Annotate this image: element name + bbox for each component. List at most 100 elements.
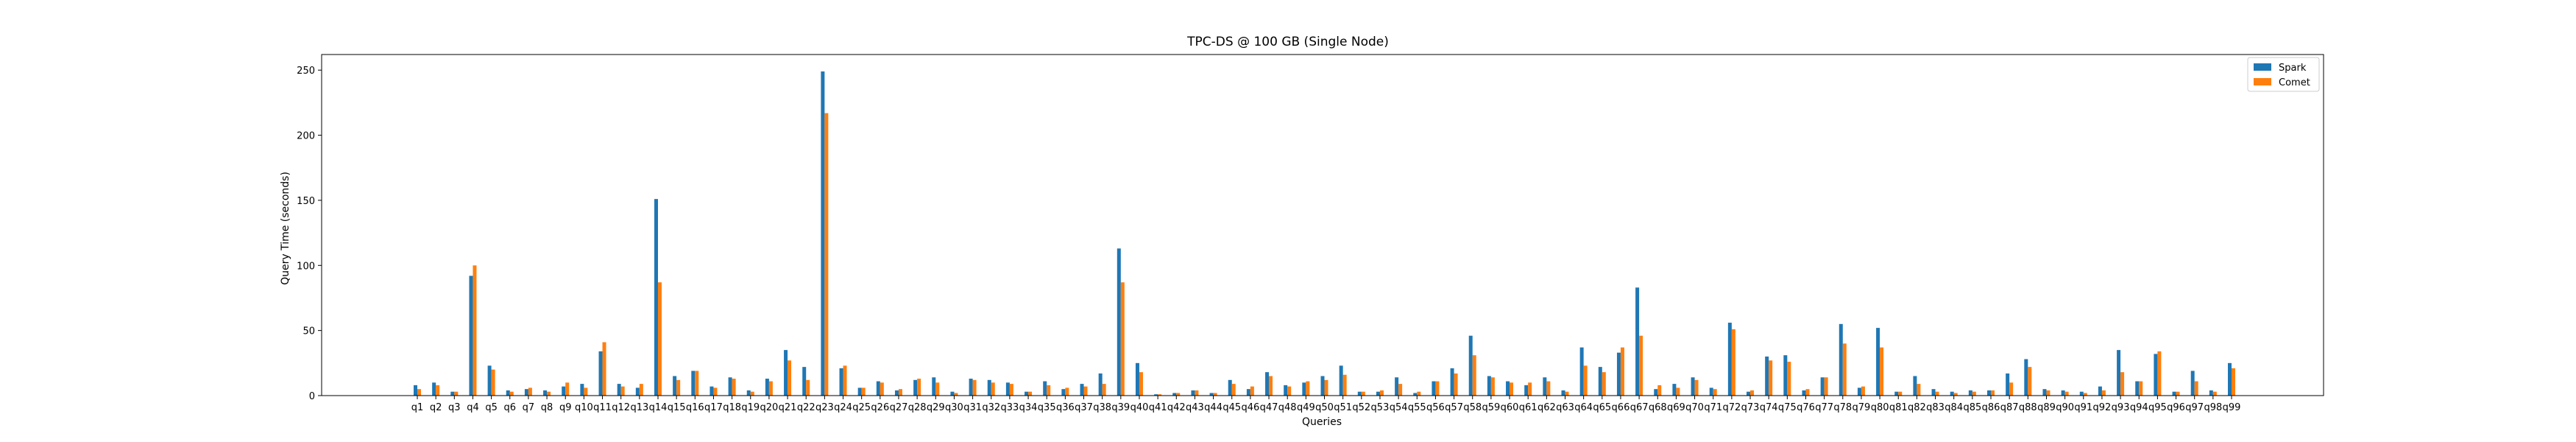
x-tick-label: q8	[541, 402, 553, 413]
bar-spark-q2	[432, 382, 436, 396]
bar-spark-q88	[2024, 359, 2028, 396]
bar-spark-q55	[1413, 393, 1418, 396]
x-tick-label: q9	[559, 402, 572, 413]
x-tick-label: q54	[1390, 402, 1408, 413]
x-tick-label: q30	[945, 402, 963, 413]
bar-spark-q45	[1228, 379, 1232, 396]
bar-spark-q28	[913, 379, 918, 396]
bar-comet-q56	[1435, 381, 1440, 396]
bar-spark-q58	[1468, 335, 1473, 396]
bar-spark-q17	[710, 386, 714, 396]
x-tick-label: q51	[1334, 402, 1352, 413]
bar-comet-q42	[1176, 393, 1181, 396]
bar-spark-q78	[1839, 323, 1843, 396]
bar-spark-q69	[1672, 384, 1677, 396]
bar-comet-q94	[2139, 381, 2143, 396]
bar-comet-q3	[454, 391, 459, 396]
bar-comet-q97	[2194, 381, 2198, 396]
bar-comet-q57	[1454, 373, 1458, 396]
bar-spark-q65	[1598, 367, 1602, 396]
x-tick-label: q20	[760, 402, 779, 413]
y-axis-label: Query Time (seconds)	[280, 172, 291, 285]
x-tick-label: q84	[1945, 402, 1963, 413]
bar-spark-q27	[894, 390, 899, 396]
x-tick-label: q58	[1463, 402, 1482, 413]
bar-spark-q5	[487, 365, 492, 396]
bar-comet-q69	[1676, 387, 1680, 396]
bar-comet-q33	[1009, 384, 1013, 396]
x-tick-label: q39	[1111, 402, 1130, 413]
legend: Spark Comet	[2247, 57, 2320, 92]
bar-comet-q47	[1269, 376, 1273, 396]
x-tick-label: q83	[1926, 402, 1945, 413]
bar-comet-q93	[2120, 372, 2125, 396]
bar-comet-q6	[509, 391, 514, 396]
bar-spark-q68	[1654, 389, 1658, 396]
bar-spark-q9	[562, 386, 566, 396]
x-tick-label: q11	[593, 402, 612, 413]
bar-comet-q52	[1361, 391, 1365, 396]
bar-spark-q18	[728, 377, 732, 396]
bar-comet-q66	[1620, 347, 1624, 396]
x-tick-label: q68	[1649, 402, 1667, 413]
bar-comet-q54	[1398, 384, 1403, 396]
bar-spark-q39	[1117, 248, 1121, 396]
bar-comet-q43	[1195, 390, 1199, 396]
x-tick-label: q26	[871, 402, 889, 413]
bar-comet-q67	[1639, 335, 1643, 396]
bar-spark-q38	[1098, 373, 1103, 396]
plot-area-frame	[321, 54, 2324, 396]
x-tick-label: q62	[1538, 402, 1556, 413]
x-tick-label: q95	[2148, 402, 2167, 413]
x-tick-label: q45	[1222, 402, 1241, 413]
x-tick-label: q75	[1778, 402, 1797, 413]
x-tick-label: q32	[982, 402, 1000, 413]
bar-comet-q8	[547, 391, 551, 396]
bar-spark-q95	[2154, 354, 2158, 396]
bar-comet-q24	[843, 365, 847, 396]
bar-comet-q40	[1139, 372, 1143, 396]
x-tick-label: q72	[1722, 402, 1741, 413]
bar-comet-q2	[436, 385, 440, 396]
x-tick-label: q91	[2074, 402, 2092, 413]
bar-spark-q61	[1524, 385, 1529, 396]
bar-comet-q44	[1213, 393, 1217, 396]
bar-spark-q87	[2006, 373, 2010, 396]
x-tick-label: q88	[2019, 402, 2037, 413]
bar-spark-q62	[1543, 377, 1547, 396]
x-tick-label: q81	[1889, 402, 1908, 413]
bar-comet-q86	[1991, 390, 1995, 396]
x-tick-label: q18	[723, 402, 741, 413]
x-tick-label: q12	[612, 402, 630, 413]
bar-spark-q14	[654, 199, 658, 396]
x-tick-label: q85	[1963, 402, 1981, 413]
bar-comet-q71	[1713, 389, 1717, 396]
x-tick-label: q57	[1445, 402, 1463, 413]
x-tick-label: q35	[1038, 402, 1056, 413]
bar-comet-q20	[768, 381, 773, 396]
bar-spark-q64	[1579, 347, 1584, 396]
x-tick-label: q27	[890, 402, 908, 413]
bar-comet-q48	[1287, 386, 1292, 396]
bar-comet-q91	[2083, 393, 2087, 396]
x-tick-label: q17	[704, 402, 723, 413]
x-tick-label: q16	[686, 402, 704, 413]
bar-comet-q74	[1769, 360, 1773, 396]
bar-spark-q52	[1357, 391, 1362, 396]
bar-comet-q72	[1731, 329, 1735, 396]
bar-spark-q23	[821, 71, 825, 396]
bar-spark-q85	[1968, 390, 1972, 396]
bar-spark-q99	[2228, 362, 2232, 396]
bar-comet-q21	[788, 360, 792, 396]
bar-comet-q19	[750, 391, 754, 396]
x-tick-label: q92	[2093, 402, 2112, 413]
bar-comet-q55	[1417, 391, 1421, 396]
bars-group	[414, 71, 2235, 396]
bar-comet-q87	[2009, 382, 2014, 396]
bar-comet-q12	[620, 386, 625, 396]
x-tick-label: q24	[834, 402, 852, 413]
x-tick-label: q77	[1815, 402, 1833, 413]
bar-comet-q28	[917, 379, 921, 396]
bar-spark-q36	[1061, 389, 1066, 396]
